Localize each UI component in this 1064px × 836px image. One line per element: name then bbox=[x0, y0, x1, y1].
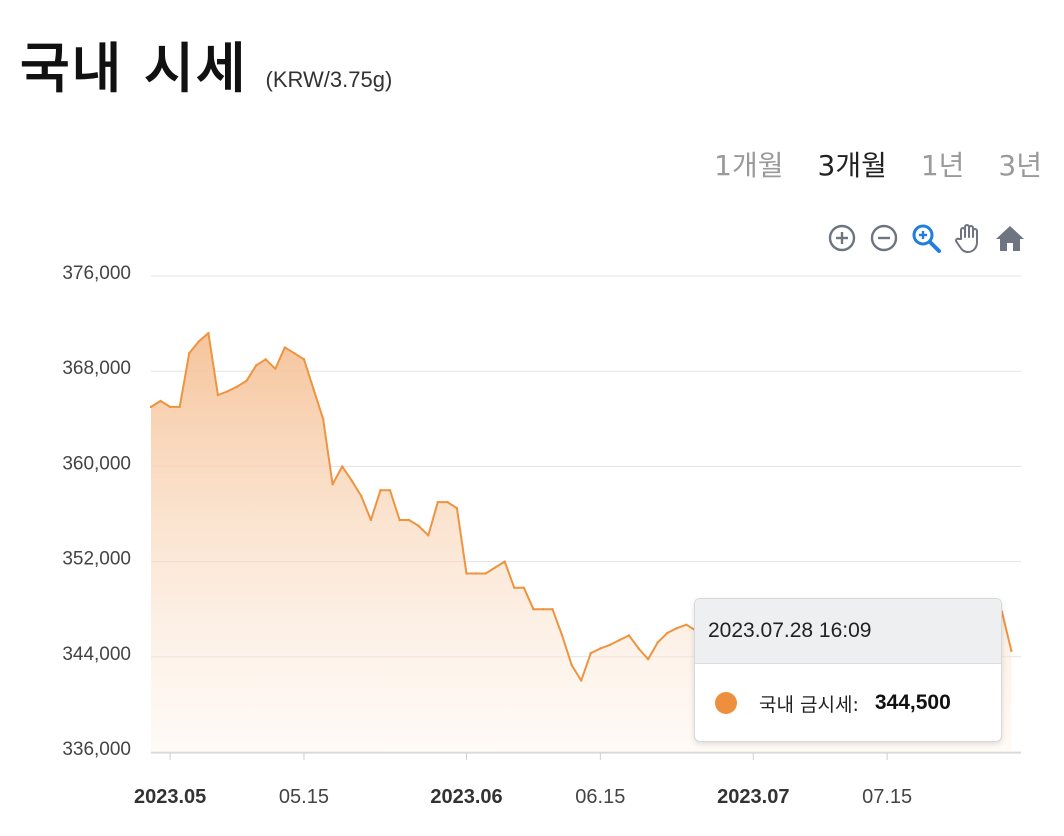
data-point bbox=[646, 658, 650, 661]
x-axis: 2023.05 05.15 2023.06 06.15 2023.07 07.15 bbox=[134, 753, 912, 808]
data-point bbox=[178, 405, 181, 409]
y-tick-label: 360,000 bbox=[62, 453, 131, 474]
data-point bbox=[350, 479, 353, 482]
x-tick-label: 2023.07 bbox=[717, 786, 789, 808]
data-point bbox=[312, 387, 315, 391]
data-point bbox=[226, 390, 229, 393]
data-point bbox=[580, 679, 583, 682]
series-marker-icon bbox=[715, 692, 737, 714]
tooltip-series-label: 국내 금시세: bbox=[759, 693, 859, 716]
data-point bbox=[427, 534, 430, 537]
y-tick-label: 352,000 bbox=[62, 549, 131, 570]
data-point bbox=[685, 623, 688, 626]
page-title: 국내 시세 bbox=[20, 37, 248, 100]
x-tick-label: 2023.05 bbox=[134, 786, 206, 808]
data-point bbox=[637, 647, 640, 650]
data-point bbox=[589, 652, 592, 655]
data-point bbox=[551, 608, 554, 611]
data-point bbox=[235, 385, 239, 388]
y-tick-label: 376,000 bbox=[62, 263, 131, 284]
data-point bbox=[484, 572, 487, 575]
page-header: 국내 시세 (KRW/3.75g) bbox=[20, 24, 392, 103]
y-axis: 376,000 368,000 360,000 352,000 344,000 336,0… bbox=[62, 263, 131, 760]
data-point bbox=[560, 634, 564, 637]
zoom-out-icon[interactable] bbox=[868, 222, 900, 254]
tab-3-months[interactable]: 3개월 bbox=[817, 149, 887, 182]
data-point bbox=[341, 465, 344, 468]
zoom-in-icon[interactable] bbox=[826, 222, 858, 254]
data-point bbox=[666, 631, 669, 635]
data-point bbox=[159, 399, 162, 403]
data-point bbox=[513, 586, 516, 589]
data-point bbox=[302, 358, 306, 361]
data-point bbox=[608, 643, 612, 647]
data-point bbox=[436, 500, 439, 504]
data-tooltip: 2023.07.28 16:09 국내 금시세: 344,500 bbox=[694, 598, 1002, 742]
period-tabs: 1개월 3개월 1년 3년 bbox=[714, 144, 1042, 184]
data-point bbox=[656, 641, 659, 644]
data-point bbox=[494, 566, 497, 569]
data-point bbox=[188, 352, 191, 355]
y-tick-label: 368,000 bbox=[62, 358, 131, 379]
data-point bbox=[532, 608, 535, 611]
data-point bbox=[369, 518, 373, 522]
data-point bbox=[1010, 649, 1013, 653]
tab-1-year[interactable]: 1년 bbox=[920, 149, 965, 182]
unit-label: (KRW/3.75g) bbox=[265, 67, 393, 92]
data-point bbox=[149, 405, 153, 409]
data-point bbox=[599, 647, 602, 650]
data-point bbox=[522, 586, 526, 589]
tab-1-month[interactable]: 1개월 bbox=[714, 149, 784, 182]
data-point bbox=[168, 405, 172, 409]
pan-hand-icon[interactable] bbox=[952, 222, 984, 254]
y-tick-label: 344,000 bbox=[62, 644, 131, 665]
chart-toolbar bbox=[826, 222, 1026, 254]
data-point bbox=[474, 572, 478, 575]
data-point bbox=[264, 358, 267, 361]
data-point bbox=[417, 524, 420, 528]
data-point bbox=[455, 506, 459, 510]
data-point bbox=[360, 494, 363, 498]
data-point bbox=[293, 352, 296, 355]
data-point bbox=[570, 663, 573, 667]
selection-zoom-icon[interactable] bbox=[910, 222, 942, 254]
reset-home-icon[interactable] bbox=[994, 222, 1026, 254]
x-tick-label: 2023.06 bbox=[430, 786, 502, 808]
data-point bbox=[388, 489, 392, 492]
data-point bbox=[541, 608, 545, 611]
data-point bbox=[197, 340, 200, 343]
data-point bbox=[446, 500, 449, 504]
data-point bbox=[675, 627, 678, 630]
tab-3-years[interactable]: 3년 bbox=[998, 149, 1042, 182]
data-point bbox=[321, 417, 325, 420]
y-tick-label: 336,000 bbox=[62, 739, 131, 760]
data-point bbox=[503, 560, 506, 563]
x-tick-label: 07.15 bbox=[862, 786, 912, 808]
data-point bbox=[283, 346, 286, 349]
data-point bbox=[618, 638, 621, 642]
data-point bbox=[331, 483, 334, 486]
data-point bbox=[255, 364, 258, 367]
data-point bbox=[398, 518, 401, 522]
data-point bbox=[245, 379, 248, 382]
data-point bbox=[274, 367, 277, 370]
tooltip-datetime: 2023.07.28 16:09 bbox=[695, 599, 1001, 664]
data-point bbox=[627, 634, 631, 637]
data-point bbox=[216, 393, 220, 397]
data-point bbox=[407, 518, 411, 522]
tooltip-value: 344,500 bbox=[874, 691, 951, 714]
tooltip-row: 국내 금시세: 344,500 bbox=[695, 664, 1001, 741]
data-point bbox=[465, 572, 468, 575]
x-tick-label: 05.15 bbox=[279, 786, 329, 808]
x-tick-label: 06.15 bbox=[575, 786, 625, 808]
data-point bbox=[379, 489, 382, 492]
data-point bbox=[207, 331, 210, 335]
